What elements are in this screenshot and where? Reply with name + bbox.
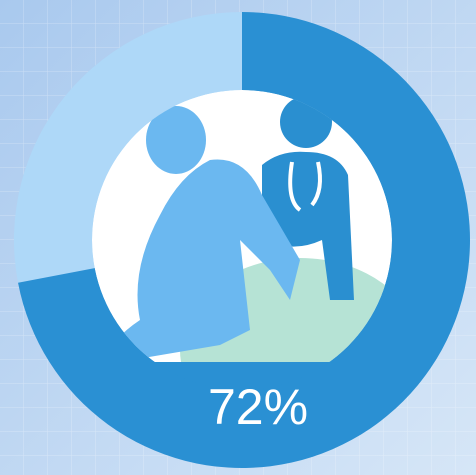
value-label: 72% xyxy=(208,379,308,435)
stethoscope xyxy=(288,161,322,212)
patient-head xyxy=(146,106,206,174)
donut xyxy=(13,12,470,468)
patient-body xyxy=(105,159,300,362)
donut-value xyxy=(18,12,470,468)
donut-rest xyxy=(13,12,243,283)
doctor-body xyxy=(262,151,354,300)
